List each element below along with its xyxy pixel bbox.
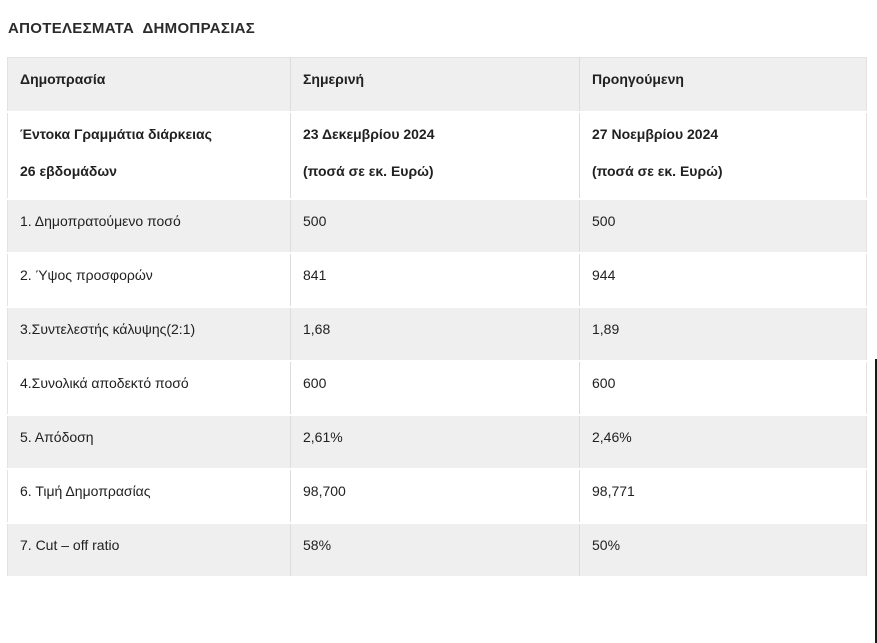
column-header-previous: Προηγούμενη [579,57,867,113]
previous-value-cell: 50% [579,522,867,578]
current-amount-unit-note: (ποσά σε εκ. Ευρώ) [303,162,434,179]
row-label-cell: 5. Απόδοση [7,414,291,470]
current-auction-date: 23 Δεκεμβρίου 2024 [303,125,435,142]
table-row: 6. Τιμή Δημοπρασίας 98,700 98,771 [7,468,867,524]
table-row: 5. Απόδοση 2,61% 2,46% [7,414,867,470]
current-date-cell: 23 Δεκεμβρίου 2024 (ποσά σε εκ. Ευρώ) [290,111,580,200]
right-edge-vertical-line [875,359,877,643]
previous-auction-date: 27 Νοεμβρίου 2024 [592,125,719,142]
previous-value-cell: 944 [579,252,867,308]
auction-results-table: Δημοπρασία Σημερινή Προηγούμενη Έντοκα Γ… [7,57,867,578]
column-header-auction: Δημοπρασία [7,57,291,113]
row-label-cell: 2. Ύψος προσφορών [7,252,291,308]
table-row: 3.Συντελεστής κάλυψης(2:1) 1,68 1,89 [7,306,867,362]
current-value-cell: 500 [290,198,580,254]
previous-value-cell: 500 [579,198,867,254]
table-row: 7. Cut – off ratio 58% 50% [7,522,867,578]
row-label-cell: 1. Δημοπρατούμενο ποσό [7,198,291,254]
current-value-cell: 2,61% [290,414,580,470]
previous-date-cell: 27 Νοεμβρίου 2024 (ποσά σε εκ. Ευρώ) [579,111,867,200]
current-value-cell: 841 [290,252,580,308]
previous-value-cell: 600 [579,360,867,416]
current-value-cell: 98,700 [290,468,580,524]
previous-value-cell: 1,89 [579,306,867,362]
row-label-cell: 6. Τιμή Δημοπρασίας [7,468,291,524]
table-header-row: Δημοπρασία Σημερινή Προηγούμενη [7,57,867,113]
page: { "page": { "title": "ΑΠΟΤΕΛΕΣΜΑΤΑ ΔΗΜΟΠ… [0,21,877,643]
previous-amount-unit-note: (ποσά σε εκ. Ευρώ) [592,162,723,179]
table-subheader-row: Έντοκα Γραμμάτια διάρκειας 26 εβδομάδων … [7,111,867,200]
table-row: 1. Δημοπρατούμενο ποσό 500 500 [7,198,867,254]
row-label-cell: 3.Συντελεστής κάλυψης(2:1) [7,306,291,362]
current-value-cell: 58% [290,522,580,578]
table-row: 4.Συνολικά αποδεκτό ποσό 600 600 [7,360,867,416]
previous-value-cell: 2,46% [579,414,867,470]
instrument-name: Έντοκα Γραμμάτια διάρκειας [20,125,212,142]
current-value-cell: 600 [290,360,580,416]
previous-value-cell: 98,771 [579,468,867,524]
instrument-duration: 26 εβδομάδων [20,162,117,179]
column-header-current: Σημερινή [290,57,580,113]
table-row: 2. Ύψος προσφορών 841 944 [7,252,867,308]
row-label-cell: 4.Συνολικά αποδεκτό ποσό [7,360,291,416]
current-value-cell: 1,68 [290,306,580,362]
instrument-cell: Έντοκα Γραμμάτια διάρκειας 26 εβδομάδων [7,111,291,200]
row-label-cell: 7. Cut – off ratio [7,522,291,578]
page-title: ΑΠΟΤΕΛΕΣΜΑΤΑ ΔΗΜΟΠΡΑΣΙΑΣ [8,20,256,37]
